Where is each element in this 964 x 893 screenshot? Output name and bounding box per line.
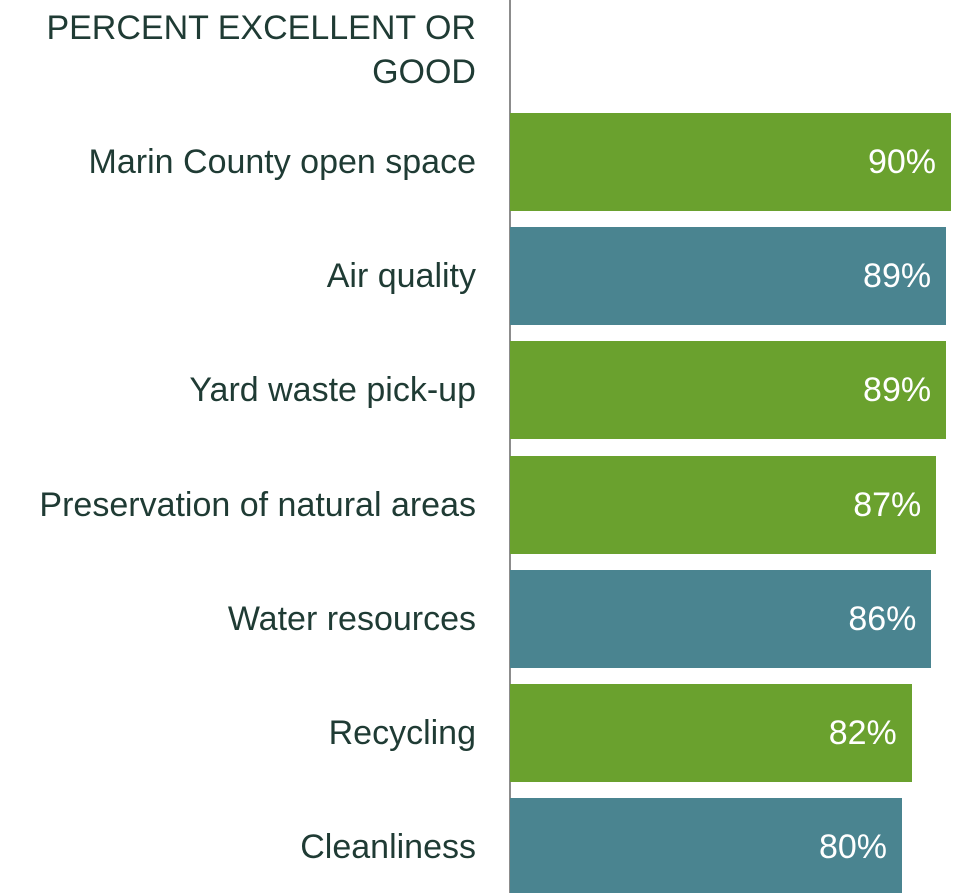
category-label: Cleanliness [300,828,476,867]
data-label: 87% [853,485,922,524]
data-label: 90% [867,143,936,181]
bar [510,684,912,782]
data-label: 86% [848,599,917,638]
category-label: Yard waste pick-up [189,371,476,410]
bar [510,341,947,440]
data-label: 80% [818,828,887,867]
category-label: Water resources [227,599,476,638]
bar [510,455,937,554]
category-label: Air quality [326,257,476,296]
bar [510,798,902,893]
data-label: 89% [863,371,932,410]
category-label: Marin County open space [88,143,476,181]
chart-title: PERCENT EXCELLENT OR GOOD [46,9,476,91]
axis-line [509,0,511,893]
bar [510,227,947,326]
data-label: 82% [828,714,897,752]
bar [510,569,932,668]
category-label: Recycling [328,714,476,752]
data-label: 89% [863,257,932,296]
bar [510,113,951,211]
category-label: Preservation of natural areas [39,485,476,524]
